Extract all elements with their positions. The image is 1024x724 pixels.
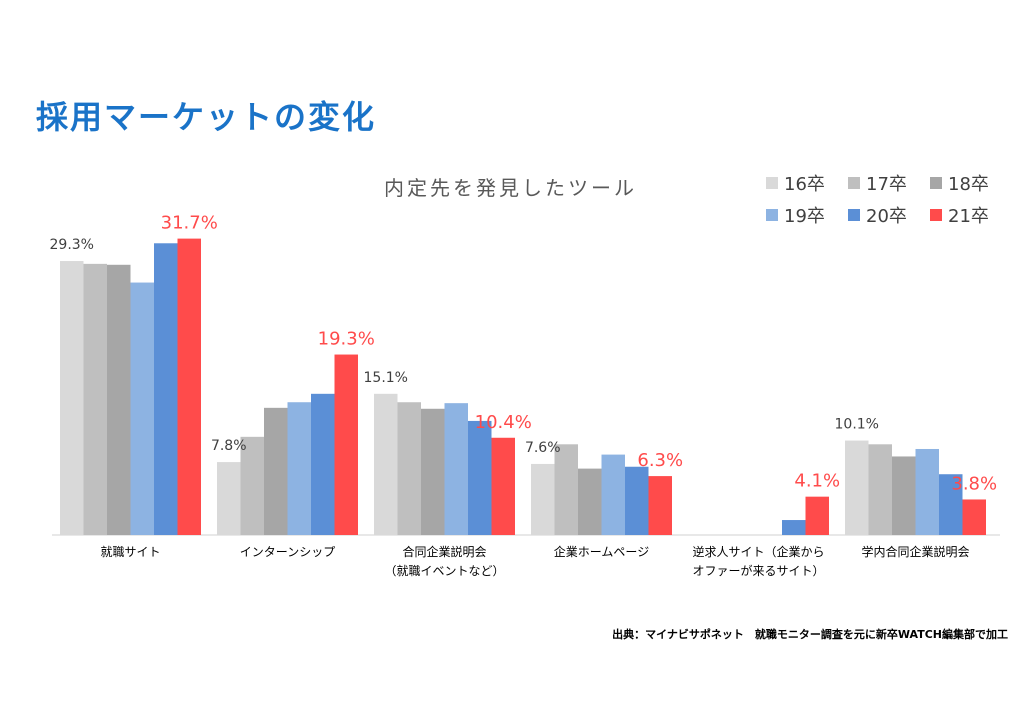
bar — [130, 282, 154, 535]
legend-label-18: 18卒 — [948, 174, 989, 195]
category-label: 学内合同企業説明会 — [861, 544, 969, 559]
bar — [334, 354, 358, 535]
legend-label-17: 17卒 — [866, 174, 907, 195]
chart-title: 内定先を発見したツール — [384, 176, 637, 200]
bar — [601, 454, 625, 535]
bar — [374, 393, 398, 535]
legend-label-20: 20卒 — [866, 206, 907, 227]
bar — [154, 243, 178, 535]
bar — [868, 444, 892, 535]
data-label: 10.4% — [475, 412, 532, 433]
category-label: 企業ホームページ — [554, 544, 649, 559]
bar — [939, 474, 963, 535]
bar — [915, 448, 939, 535]
bar — [217, 462, 241, 535]
bar — [240, 436, 264, 535]
bar — [397, 402, 421, 535]
data-label: 10.1% — [835, 417, 879, 433]
legend-label-16: 16卒 — [784, 174, 825, 195]
legend-swatch-19 — [766, 209, 778, 221]
bar — [264, 407, 288, 535]
data-label: 6.3% — [637, 450, 683, 471]
bar — [444, 403, 468, 535]
bar — [554, 444, 578, 535]
bar — [83, 263, 107, 535]
data-label: 3.8% — [951, 473, 997, 494]
bar — [177, 238, 201, 536]
category-label: （就職イベントなど） — [384, 564, 504, 578]
bar — [531, 463, 555, 535]
legend-item-17: 17卒 — [848, 170, 907, 196]
legend-swatch-21 — [930, 209, 942, 221]
category-label: オファーが来るサイト） — [692, 563, 824, 578]
data-label: 31.7% — [161, 213, 218, 234]
data-label: 4.1% — [794, 471, 840, 492]
legend-item-20: 20卒 — [848, 202, 907, 228]
data-label: 7.8% — [211, 438, 247, 454]
category-label: 就職サイト — [100, 545, 160, 559]
data-label: 15.1% — [364, 370, 408, 386]
legend-label-19: 19卒 — [784, 206, 825, 227]
bar — [625, 466, 649, 535]
bar — [845, 440, 869, 535]
bar — [962, 499, 986, 535]
source-note: 出典：マイナビサポネット 就職モニター調査を元に新卒WATCH編集部で加工 — [612, 628, 1008, 641]
legend-swatch-17 — [848, 177, 860, 189]
legend-swatch-18 — [930, 177, 942, 189]
bar — [805, 496, 829, 535]
bar — [892, 456, 916, 535]
bar — [578, 468, 602, 535]
bar — [107, 264, 131, 535]
bar — [491, 437, 515, 535]
data-label: 29.3% — [50, 237, 94, 253]
bar — [782, 520, 806, 535]
category-label: 逆求人サイト（企業から — [692, 544, 824, 559]
page-title: 採用マーケットの変化 — [36, 98, 377, 136]
bar — [468, 420, 492, 535]
legend-item-18: 18卒 — [930, 170, 989, 196]
bar — [648, 476, 672, 535]
legend-label-21: 21卒 — [948, 206, 989, 227]
legend-swatch-20 — [848, 209, 860, 221]
bar — [421, 408, 445, 535]
category-label: 合同企業説明会 — [402, 544, 486, 559]
legend-item-21: 21卒 — [930, 202, 989, 228]
legend-swatch-16 — [766, 177, 778, 189]
bar — [311, 393, 335, 535]
bar — [60, 261, 84, 535]
data-label: 19.3% — [318, 329, 375, 350]
bar — [287, 402, 311, 535]
legend-item-16: 16卒 — [766, 170, 825, 196]
legend-item-19: 19卒 — [766, 202, 825, 228]
category-label: インターンシップ — [240, 545, 335, 559]
data-label: 7.6% — [525, 440, 561, 456]
